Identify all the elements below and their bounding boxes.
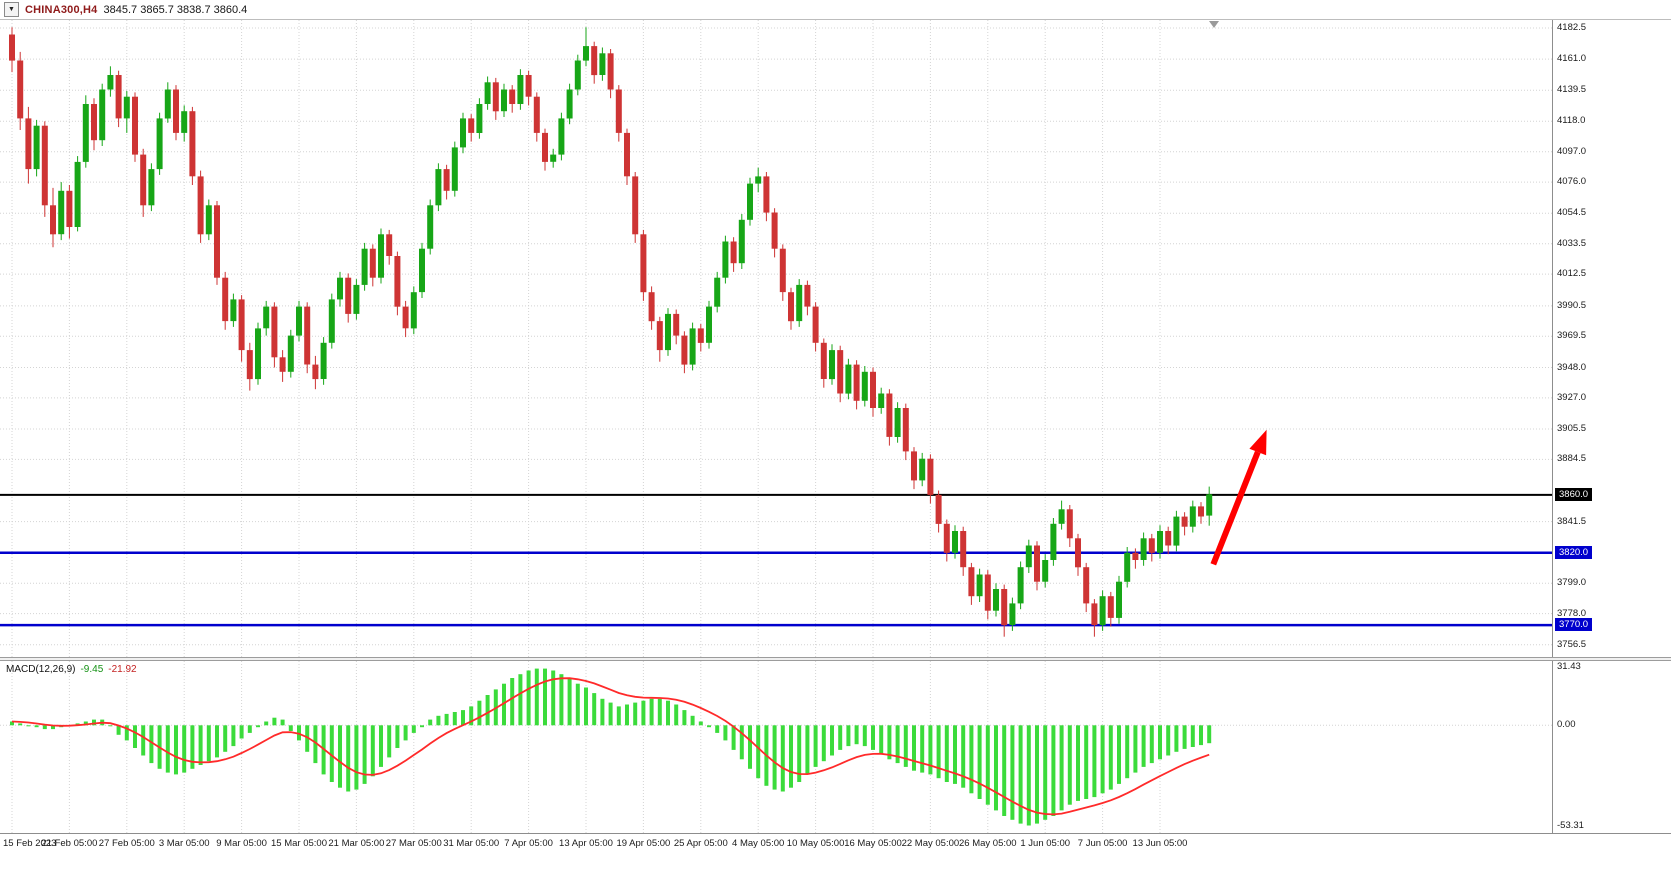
time-axis-label: 1 Jun 05:00 [1020,838,1071,849]
price-axis-label: 4161.0 [1557,53,1587,65]
macd-name-label: MACD(12,26,9) [6,664,76,675]
time-axis-label: 27 Mar 05:00 [385,838,442,849]
time-axis[interactable]: 15 Feb 2023 21 Feb 05:00 27 Feb 05:00 3 Mar… [0,833,1671,861]
time-axis-label: 4 May 05:00 [732,838,785,849]
symbol-dropdown-button[interactable]: ▼ [4,2,19,17]
time-axis-label: 25 Apr 05:00 [673,838,728,849]
macd-signal-line [11,677,1210,816]
price-axis-label: 3927.0 [1557,391,1587,403]
macd-indicator-pane[interactable]: MACD(12,26,9) -9.45 -21.92 [0,661,1552,833]
price-axis-label: 4012.5 [1557,268,1587,280]
time-axis-label: 3 Mar 05:00 [158,838,210,849]
pane-splitter[interactable] [0,657,1671,661]
macd-axis-label: 31.43 [1557,661,1581,672]
price-axis-label: 4182.5 [1557,22,1587,33]
price-axis-label: 4033.5 [1557,237,1587,249]
price-axis-label: 3799.0 [1557,577,1587,589]
chart-shift-marker-icon[interactable] [1209,21,1219,28]
price-axis-label: 4054.5 [1557,207,1587,219]
macd-indicator-readout: MACD(12,26,9) -9.45 -21.92 [6,664,137,675]
time-axis-label: 10 May 05:00 [786,838,845,849]
time-axis-label: 31 Mar 05:00 [443,838,500,849]
chart-header: ▼ CHINA300,H4 3845.7 3865.7 3838.7 3860.… [0,0,1671,20]
price-axis-label: 3948.0 [1557,361,1587,373]
price-axis-label: 3990.5 [1557,299,1587,311]
price-axis-label: 3778.0 [1557,607,1587,619]
price-level-tag-3860.0: 3860.0 [1555,487,1593,501]
price-axis-label: 4139.5 [1557,84,1587,96]
time-axis-label: 16 May 05:00 [844,838,902,849]
time-axis-label: 27 Feb 05:00 [98,838,155,849]
macd-axis-label: -53.31 [1557,820,1584,831]
macd-scale-axis[interactable]: 31.43 0.00 -53.31 [1552,661,1671,833]
macd-value: -9.45 [80,664,104,675]
price-level-tag-3770.0: 3770.0 [1555,618,1593,632]
macd-signal-value: -21.92 [108,664,137,675]
price-axis-label: 4076.0 [1557,176,1587,188]
ohlc-readout: 3845.7 3865.7 3838.7 3860.4 [103,3,248,16]
price-axis[interactable]: 4182.5 4161.0 4139.5 4118.0 4097.0 4076.0 4054… [1552,20,1671,657]
time-axis-label: 7 Apr 05:00 [504,838,553,849]
candlestick-plot [0,20,1552,657]
time-axis-label: 21 Mar 05:00 [328,838,385,849]
time-axis-label: 7 Jun 05:00 [1077,838,1128,849]
dropdown-triangle-icon: ▼ [8,6,15,13]
price-chart-pane[interactable] [0,20,1552,657]
time-axis-label: 13 Apr 05:00 [559,838,613,849]
time-axis-label: 15 Mar 05:00 [271,838,327,849]
price-axis-label: 4097.0 [1557,145,1587,157]
trend-arrow[interactable] [1210,429,1267,566]
macd-histogram [10,668,1212,826]
time-axis-label: 21 Feb 05:00 [41,838,98,849]
candles [9,27,1213,637]
time-axis-label: 9 Mar 05:00 [216,838,267,849]
time-axis-label: 22 May 05:00 [901,838,960,849]
symbol-timeframe-label: CHINA300,H4 [25,3,98,16]
price-level-tag-3820.0: 3820.0 [1555,545,1593,559]
price-axis-label: 3884.5 [1557,453,1587,465]
time-axis-label: 26 May 05:00 [959,838,1017,849]
price-axis-label: 3841.5 [1557,515,1587,527]
time-axis-label: 13 Jun 05:00 [1132,838,1188,849]
time-axis-label: 15 Feb 2023 [3,838,57,849]
price-axis-label: 3905.5 [1557,423,1587,434]
macd-axis-label: 0.00 [1557,719,1576,731]
time-axis-label: 19 Apr 05:00 [616,838,671,849]
price-axis-label: 3756.5 [1557,638,1587,650]
price-axis-label: 3969.5 [1557,330,1587,342]
macd-plot [0,661,1552,833]
price-axis-label: 4118.0 [1557,115,1586,127]
